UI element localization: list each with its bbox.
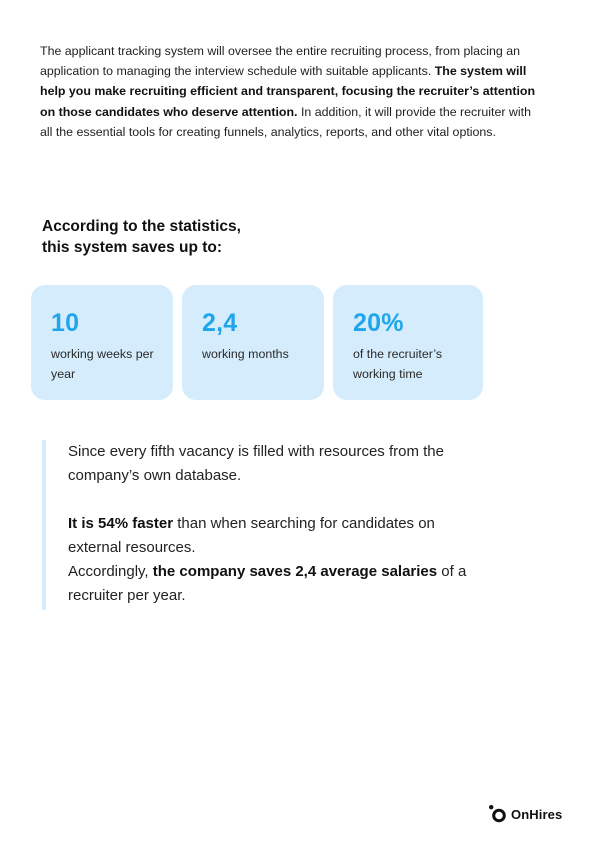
intro-text-end: In addition, it will provide the recruit… bbox=[40, 104, 531, 139]
quote-text: Accordingly, bbox=[68, 563, 153, 580]
stats-heading-line-2: this system saves up to: bbox=[42, 239, 223, 256]
intro-text-bold: The system will help you make recruiting… bbox=[40, 64, 536, 119]
stat-value: 10 bbox=[51, 309, 80, 337]
stat-card-weeks: 10 working weeks per year bbox=[31, 285, 173, 400]
onhires-logo: OnHires bbox=[488, 804, 562, 824]
quote-spacer bbox=[68, 488, 482, 512]
stat-caption: working weeks per year bbox=[51, 347, 154, 381]
onhires-logo-icon bbox=[489, 805, 506, 823]
savings-quote: Since every fifth vacancy is filled with… bbox=[42, 440, 482, 610]
quote-bold-faster: It is 54% faster bbox=[68, 515, 174, 532]
stat-value: 20% bbox=[353, 309, 404, 337]
quote-bold-salaries: the company saves 2,4 average salaries bbox=[152, 563, 438, 580]
stat-value: 2,4 bbox=[202, 309, 238, 337]
brand-name: OnHires bbox=[511, 806, 563, 822]
stats-heading: According to the statistics, this system… bbox=[42, 216, 342, 258]
intro-text-start: The applicant tracking system will overs… bbox=[40, 44, 521, 79]
quote-paragraph-1: Since every fifth vacancy is filled with… bbox=[68, 443, 444, 484]
stat-card-time: 20% of the recruiter’s working time bbox=[333, 285, 483, 400]
quote-paragraph-3: Accordingly, the company saves 2,4 avera… bbox=[68, 560, 482, 608]
quote-paragraph-2: It is 54% faster than when searching for… bbox=[68, 512, 482, 560]
stat-card-months: 2,4 working months bbox=[182, 285, 324, 400]
intro-paragraph: The applicant tracking system will overs… bbox=[40, 41, 540, 142]
stats-heading-line-1: According to the statistics, bbox=[42, 218, 241, 235]
stat-caption: of the recruiter’s working time bbox=[353, 347, 443, 381]
quote-text: of a recruiter per year. bbox=[68, 563, 467, 604]
stat-caption: working months bbox=[202, 347, 289, 361]
quote-text: than when searching for candidates on ex… bbox=[68, 515, 435, 556]
